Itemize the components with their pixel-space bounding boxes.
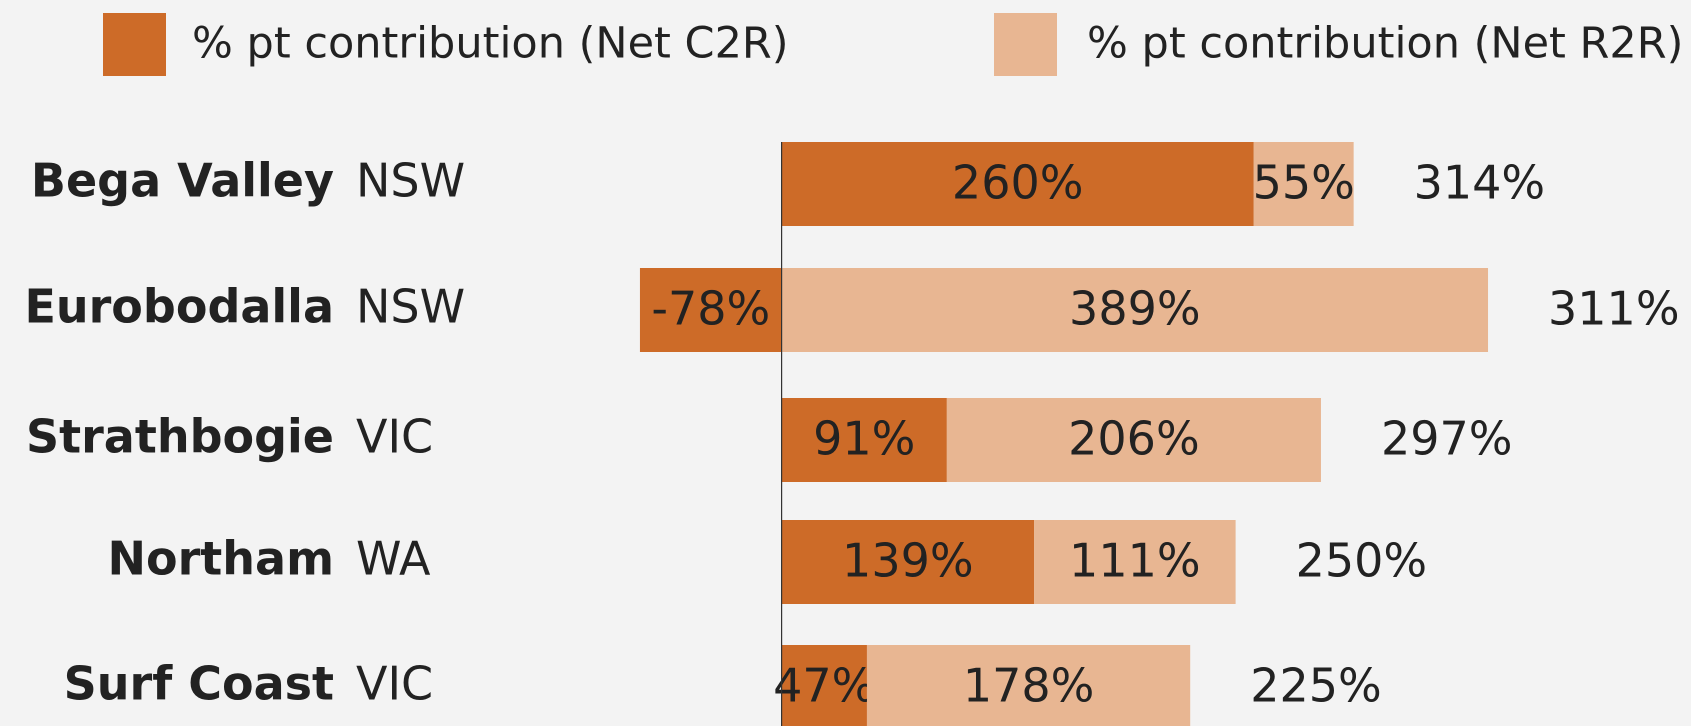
value-label: -78% <box>651 282 770 336</box>
bar-segment <box>781 398 947 482</box>
bar-segment <box>866 645 1191 726</box>
value-label: 260% <box>952 156 1084 210</box>
total-label: 311% <box>1548 282 1680 336</box>
category-label: Eurobodalla <box>24 280 334 334</box>
value-label: 111% <box>1069 534 1201 588</box>
bar-segment <box>781 268 1489 352</box>
category-label: Surf Coast <box>64 657 334 711</box>
state-label: NSW <box>356 280 465 334</box>
state-label: WA <box>356 532 431 586</box>
total-label: 225% <box>1250 659 1382 713</box>
category-label: Northam <box>108 532 335 586</box>
category-label: Bega Valley <box>31 154 334 208</box>
value-label: 206% <box>1068 412 1200 466</box>
bar-segment <box>639 268 782 352</box>
state-label: NSW <box>356 154 465 208</box>
bar-segment <box>781 520 1035 604</box>
value-label: 91% <box>813 412 915 466</box>
value-label: 139% <box>842 534 974 588</box>
value-label: 178% <box>963 659 1095 713</box>
bar-segment <box>781 142 1254 226</box>
bar-segment <box>781 645 867 726</box>
state-label: VIC <box>356 410 433 464</box>
state-label: VIC <box>356 657 433 711</box>
legend-label: % pt contribution (Net R2R) <box>1087 19 1683 69</box>
category-label: Strathbogie <box>26 410 334 464</box>
value-label: 55% <box>1253 156 1355 210</box>
value-label: 47% <box>773 659 875 713</box>
value-label: 389% <box>1069 282 1201 336</box>
bar-segment <box>1253 142 1354 226</box>
total-label: 250% <box>1296 534 1428 588</box>
total-label: 297% <box>1381 412 1513 466</box>
legend-label: % pt contribution (Net C2R) <box>192 19 789 69</box>
bar-segment <box>946 398 1321 482</box>
total-label: 314% <box>1414 156 1546 210</box>
legend-swatch <box>103 13 166 76</box>
bar-segment <box>1034 520 1236 604</box>
legend-swatch <box>994 13 1057 76</box>
